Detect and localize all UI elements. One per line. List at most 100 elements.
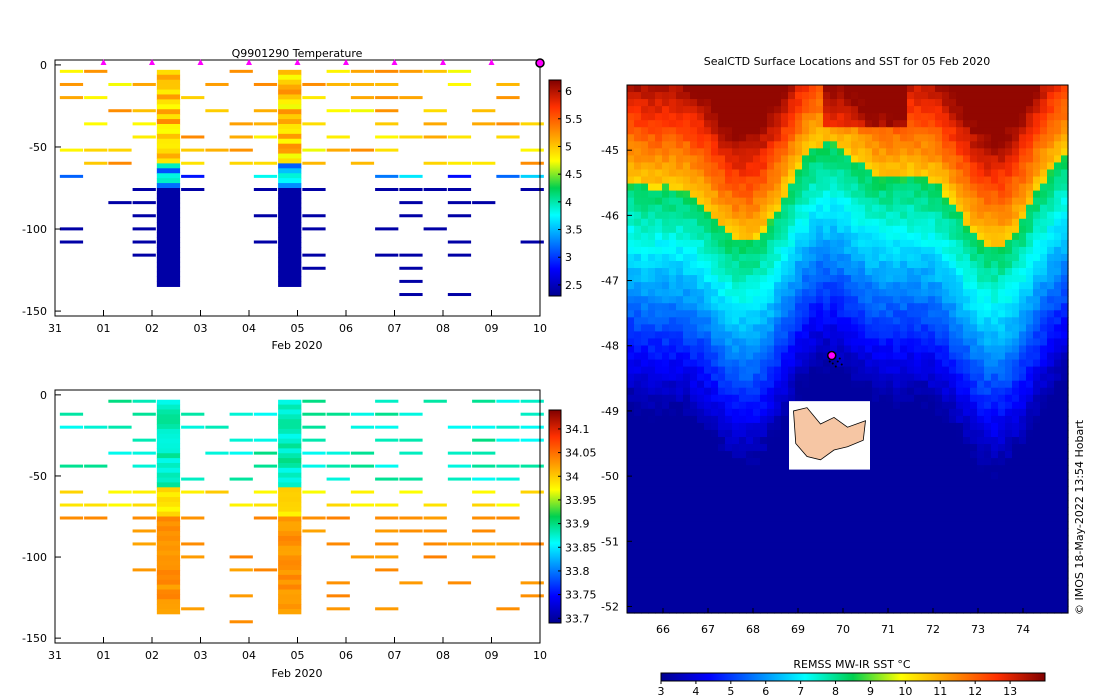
sst-cell: [998, 493, 1006, 501]
sst-cell: [928, 261, 936, 269]
sst-cell: [914, 500, 922, 508]
sst-cell: [739, 415, 747, 424]
sst-cell: [830, 310, 838, 318]
sst-cell: [767, 472, 775, 480]
profile-cell: [447, 69, 472, 73]
sst-cell: [865, 338, 873, 347]
sst-cell: [655, 162, 663, 171]
sst-cell: [753, 408, 761, 417]
sst-cell: [900, 444, 908, 452]
sst-cell: [1047, 106, 1055, 114]
sst-cell: [1061, 99, 1069, 107]
sst-cell: [1019, 394, 1027, 403]
sst-cell: [809, 106, 817, 114]
sst-cell: [788, 232, 796, 241]
sst-cell: [1033, 296, 1041, 304]
sst-cell: [942, 486, 950, 494]
sst-cell: [970, 380, 978, 389]
sst-cell: [1026, 204, 1034, 213]
sst-cell: [984, 303, 992, 311]
sst-cell: [795, 155, 803, 164]
sst-cell: [935, 535, 943, 544]
sst-cell: [725, 366, 733, 375]
sst-cell: [767, 408, 775, 417]
sst-cell: [914, 422, 922, 431]
sst-cell: [956, 211, 964, 220]
sst-cell: [697, 317, 705, 325]
profile-cell: [326, 516, 350, 520]
profile-cell: [59, 425, 84, 429]
sst-cell: [767, 422, 775, 431]
sst-cell: [634, 380, 642, 389]
sst-cell: [760, 451, 768, 459]
sst-cell: [998, 261, 1006, 269]
sst-cell: [921, 437, 929, 445]
sst-cell: [970, 225, 978, 234]
sst-cell: [718, 275, 726, 283]
sst-cell: [879, 225, 887, 234]
sst-cell: [844, 331, 852, 340]
sst-cell: [767, 148, 775, 156]
sst-cell: [956, 486, 964, 494]
sst-cell: [844, 296, 852, 304]
sst-cell: [893, 141, 901, 149]
sst-cell: [767, 176, 775, 185]
sst-cell: [802, 535, 810, 544]
sst-cell: [753, 429, 761, 438]
sst-cell: [1047, 415, 1055, 424]
sst-cell: [872, 359, 880, 368]
sst-cell: [900, 528, 908, 537]
profile-cell: [278, 482, 302, 488]
sst-cell: [739, 127, 747, 135]
sst-cell: [844, 282, 852, 290]
sst-cell: [676, 113, 684, 121]
sst-cell: [956, 275, 964, 283]
sst-cell: [676, 197, 684, 206]
sst-cell: [1026, 394, 1034, 403]
sst-cell: [893, 85, 901, 93]
profile-cell: [278, 570, 302, 576]
profile-cell: [156, 192, 181, 199]
sst-cell: [809, 535, 817, 544]
sst-cell: [732, 246, 740, 255]
profile-cell: [447, 477, 472, 481]
sst-cell: [1005, 507, 1013, 516]
profile-cell: [156, 84, 181, 91]
x-tick-label: 07: [388, 649, 402, 662]
sst-cell: [907, 282, 915, 290]
sst-cell: [704, 225, 712, 234]
sst-cell: [1012, 444, 1020, 452]
sst-cell: [781, 99, 789, 107]
sst-cell: [1047, 317, 1055, 325]
sst-cell: [1005, 514, 1013, 523]
sst-cell: [781, 218, 789, 227]
profile-cell: [399, 253, 423, 257]
sst-cell: [977, 204, 985, 213]
sst-cell: [1054, 282, 1062, 290]
sst-cell: [1012, 331, 1020, 340]
sst-cell: [795, 514, 803, 523]
sst-cell: [669, 570, 677, 579]
sst-cell: [690, 493, 698, 501]
sst-cell: [998, 331, 1006, 340]
sst-cell: [837, 190, 845, 199]
sst-cell: [970, 444, 978, 452]
sst-cell: [963, 359, 971, 368]
sst-cell: [844, 338, 852, 347]
sst-cell: [935, 246, 943, 255]
sst-cell: [739, 570, 747, 579]
sst-cell: [921, 92, 929, 100]
profile-cell: [156, 579, 181, 586]
sst-cell: [1040, 317, 1048, 325]
sst-cell: [991, 429, 999, 438]
sst-cell: [942, 120, 950, 128]
sst-cell: [942, 99, 950, 107]
sst-cell: [1026, 556, 1034, 565]
sst-cell: [788, 99, 796, 107]
profile-cell: [278, 168, 302, 174]
sst-cell: [648, 394, 656, 403]
sst-cell: [1033, 338, 1041, 347]
sst-cell: [690, 218, 698, 227]
sst-cell: [732, 169, 740, 178]
